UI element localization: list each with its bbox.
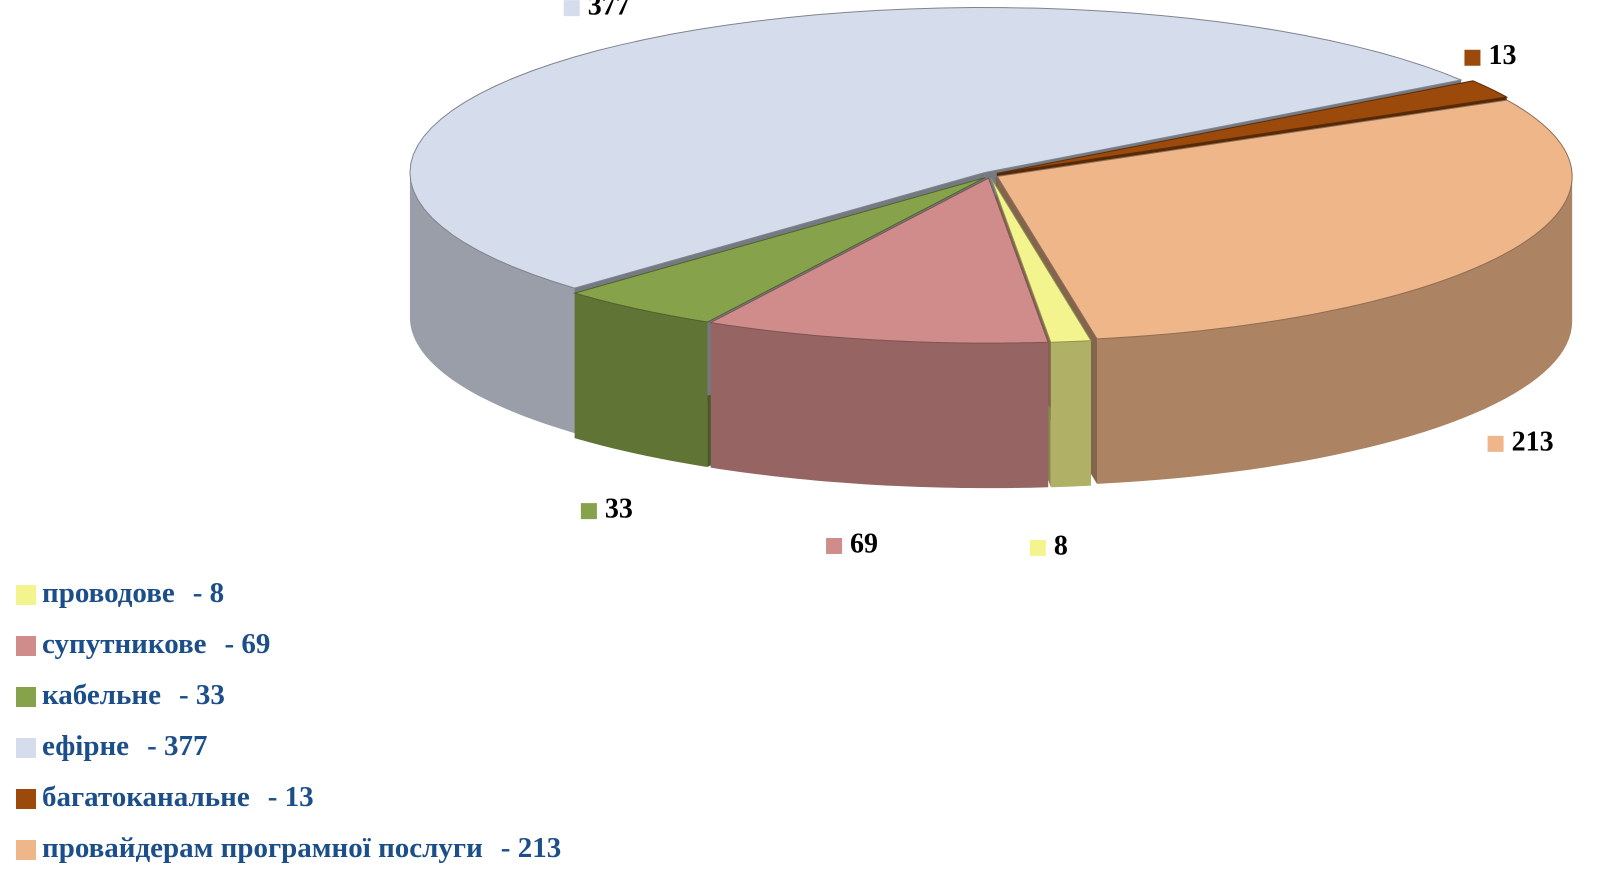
data-label: 377: [588, 0, 630, 22]
slice-top: [709, 177, 1049, 344]
legend-swatch: [16, 840, 36, 860]
legend-swatch: [16, 789, 36, 809]
legend-value: - 377: [147, 730, 207, 762]
slice-top: [996, 80, 1509, 174]
label-swatch: [1029, 539, 1046, 556]
slice-side: [409, 172, 575, 434]
legend-value: - 8: [193, 577, 224, 609]
label-swatch: [563, 0, 580, 17]
legend-value: - 33: [179, 679, 225, 711]
data-label: 33: [605, 494, 633, 525]
data-label: 13: [1488, 40, 1516, 71]
legend-name: супутникове: [42, 628, 207, 660]
legend-value: - 213: [501, 832, 561, 864]
legend-name: проводове: [42, 577, 175, 609]
slice-side: [1097, 176, 1573, 484]
slice-side: [574, 293, 708, 468]
legend-name: провайдерам програмної послуги: [42, 832, 483, 864]
slice-side: [710, 322, 1049, 489]
label-swatch: [1464, 49, 1481, 66]
legend-name: ефірне: [42, 730, 129, 762]
legend-entry: супутникове - 69: [42, 628, 270, 660]
slice-top: [990, 177, 1092, 343]
label-swatch: [580, 503, 597, 520]
legend-entry: кабельне - 33: [42, 679, 225, 711]
legend-swatch: [16, 687, 36, 707]
label-swatch: [1487, 435, 1504, 452]
legend-entry: ефірне - 377: [42, 730, 207, 762]
slice-top: [409, 7, 1463, 289]
legend-entry: провайдерам програмної послуги - 213: [42, 832, 561, 864]
legend-value: - 69: [225, 628, 271, 660]
legend-swatch: [16, 738, 36, 758]
legend-name: багатоканальне: [42, 781, 250, 813]
slice-side: [1050, 340, 1091, 488]
data-label: 8: [1054, 530, 1068, 561]
legend-value: - 13: [268, 781, 314, 813]
slice-top: [996, 99, 1573, 340]
label-swatch: [826, 537, 843, 554]
data-label: 69: [850, 528, 878, 559]
slice-top: [572, 177, 986, 323]
legend-swatch: [16, 636, 36, 656]
legend-entry: проводове - 8: [42, 577, 224, 609]
data-label: 213: [1512, 426, 1554, 457]
legend-swatch: [16, 585, 36, 605]
legend-entry: багатоканальне - 13: [42, 781, 314, 813]
legend-name: кабельне: [42, 679, 161, 711]
